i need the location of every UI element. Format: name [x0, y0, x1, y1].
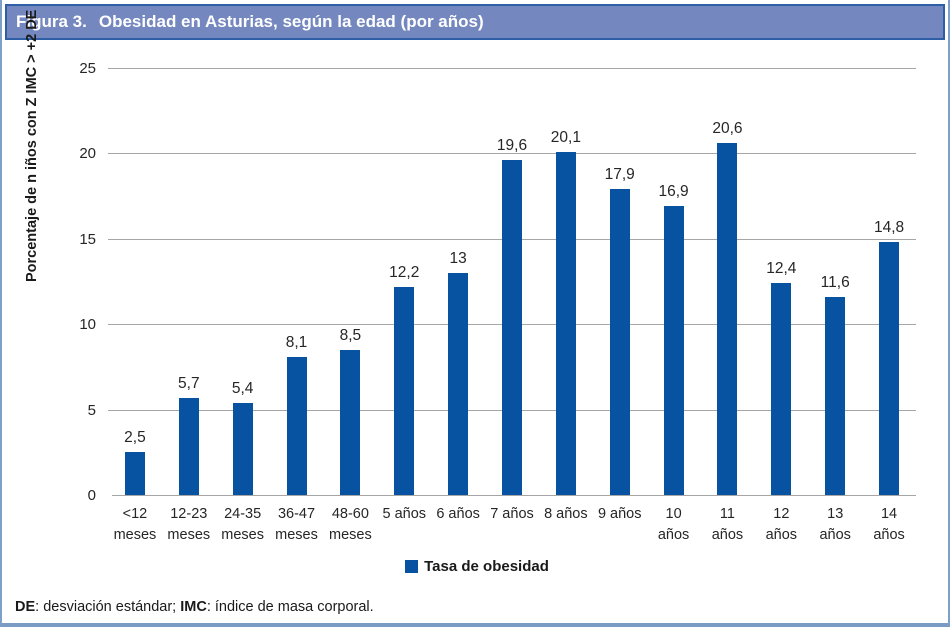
x-tick-label: 10 años [657, 506, 690, 543]
bar [340, 349, 361, 495]
chart-legend: Tasa de obesidad [2, 558, 948, 578]
figure-footnote: DE: desviación estándar; IMC: índice de … [15, 599, 374, 615]
bar-value-label: 8,1 [285, 333, 308, 351]
gridline [112, 495, 916, 496]
figure-title-bar: Figura 3. Obesidad en Asturias, según la … [5, 4, 945, 40]
legend-label: Tasa de obesidad [424, 558, 549, 575]
x-tick-label: 12-23 meses [167, 506, 211, 543]
bar-value-label: 2,5 [124, 429, 146, 447]
bar-value-label: 19,6 [496, 137, 528, 155]
y-tick-label: 0 [87, 487, 96, 504]
footnote-abbreviation: IMC [180, 599, 207, 615]
x-tick-label: <12 meses [113, 506, 157, 543]
bar [232, 402, 253, 495]
y-tick-label: 25 [79, 60, 96, 77]
x-tick-label: 7 años [490, 506, 534, 522]
x-tick-label: 6 años [436, 506, 480, 522]
y-tick-label: 5 [87, 401, 96, 419]
bar-value-label: 8,5 [339, 326, 362, 344]
bar-value-label: 11,6 [820, 273, 850, 291]
bar [663, 206, 684, 495]
bar-value-label: 16,9 [658, 183, 689, 201]
x-tick-label: 8 años [544, 506, 588, 522]
bar [555, 151, 576, 495]
y-tick-label: 20 [79, 145, 96, 163]
x-tick-label: 13 años [819, 506, 851, 543]
bar [448, 272, 469, 495]
gridline [108, 68, 916, 69]
bar [609, 189, 630, 495]
bar [717, 143, 738, 495]
x-tick-label: 24-35 meses [221, 506, 264, 543]
bar-value-label: 20,6 [712, 120, 743, 138]
x-tick-label: 36-47 meses [275, 506, 318, 543]
bar-value-label: 14,8 [873, 219, 905, 237]
bar [879, 242, 900, 495]
bar-value-label: 17,9 [604, 166, 635, 184]
footnote-abbreviation: DE [15, 599, 36, 615]
y-tick-label: 10 [79, 316, 96, 334]
footnote-text: : desviación estándar; [35, 599, 181, 615]
gridline [108, 153, 916, 155]
bar-value-label: 5,4 [231, 379, 254, 397]
x-tick-label: 5 años [382, 506, 427, 522]
bar [825, 296, 846, 495]
x-tick-label: 12 años [765, 506, 798, 543]
legend-marker-swatch [405, 560, 419, 573]
bar [178, 397, 199, 495]
bar [394, 286, 415, 495]
bar-value-label: 12,2 [389, 263, 420, 281]
x-tick-label: 14 años [873, 506, 905, 543]
x-tick-label: 9 años [597, 506, 642, 522]
x-tick-label: 48-60 meses [329, 506, 372, 543]
figure-number: Figura 3. [16, 12, 87, 31]
figure-title: Obesidad en Asturias, según la edad (por… [98, 12, 484, 31]
y-tick-label: 15 [79, 230, 96, 248]
bar [286, 356, 307, 495]
bar [502, 160, 522, 495]
bar-value-label: 13 [449, 249, 467, 267]
bar-value-label: 5,7 [178, 374, 200, 392]
bar-value-label: 12,4 [766, 260, 797, 278]
footnote-text: : índice de masa corporal. [206, 599, 374, 615]
bar [771, 283, 792, 495]
bar [124, 452, 145, 495]
x-tick-label: 11 años [711, 506, 744, 543]
bar-value-label: 20,1 [550, 128, 581, 146]
